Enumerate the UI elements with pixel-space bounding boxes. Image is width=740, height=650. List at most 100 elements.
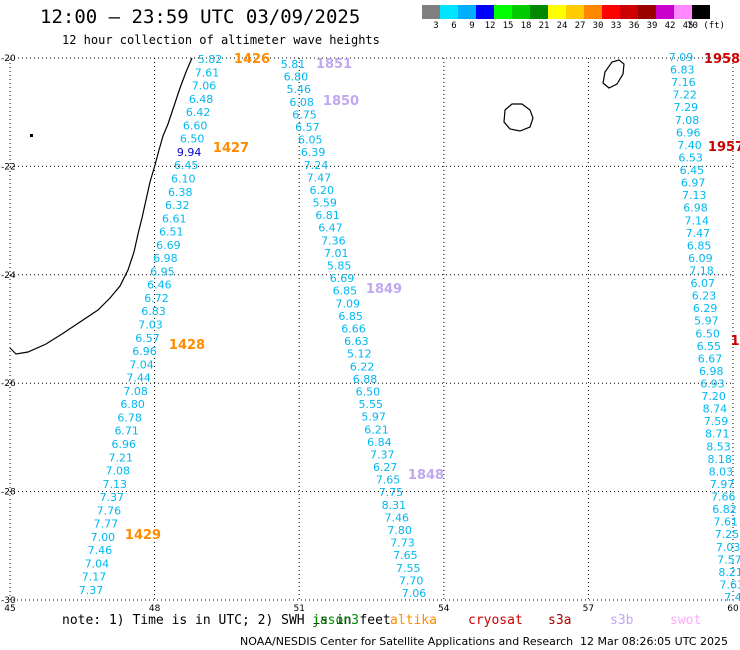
wave-height-value: 8.31	[382, 499, 407, 512]
wave-height-value: 6.67	[698, 352, 723, 365]
color-scale	[422, 5, 710, 19]
pass-number-label: 1958	[704, 52, 740, 67]
pass-number-label: 1427	[213, 141, 249, 156]
wave-height-value: 6.60	[183, 119, 208, 132]
wave-height-value: 7.22	[672, 89, 697, 102]
wave-height-value: 6.05	[298, 134, 323, 147]
wave-height-value: 7.40	[677, 139, 702, 152]
wave-height-value: 5.85	[327, 260, 352, 273]
wave-height-value: 7.09	[335, 297, 360, 310]
wave-height-value: 7.06	[192, 80, 217, 93]
wave-height-value: 6.83	[670, 64, 695, 77]
color-swatch	[494, 5, 512, 19]
coastlines	[9, 57, 625, 355]
wave-height-value: 7.00	[91, 531, 116, 544]
wave-height-value: 7.29	[674, 101, 699, 114]
wave-height-value: 6.50	[180, 133, 205, 146]
wave-height-value: 7.13	[682, 189, 707, 202]
wave-height-value: 7.04	[129, 358, 154, 371]
wave-height-value: 6.08	[289, 96, 314, 109]
wave-height-value: 6.27	[373, 461, 398, 474]
wave-height-value: 8.71	[705, 428, 730, 441]
wave-height-value: 6.96	[132, 345, 157, 358]
wave-height-value: 6.10	[171, 172, 196, 185]
wave-height-value: 7.13	[103, 478, 128, 491]
wave-height-value: 6.50	[695, 327, 720, 340]
wave-height-value: 7.70	[399, 574, 424, 587]
wave-height-value: 7.01	[324, 247, 349, 260]
lat-tick-label: -26	[1, 379, 16, 389]
timestamp-text: 12 Mar 08:26:05 UTC 2025	[580, 635, 728, 648]
wave-height-value: 7.57	[717, 553, 740, 566]
madagascar-coastline	[9, 57, 193, 355]
wave-height-value: 6.21	[364, 423, 389, 436]
wave-height-value: 5.12	[347, 348, 372, 361]
wave-height-value: 6.72	[144, 292, 169, 305]
wave-height-value: 8.03	[709, 465, 734, 478]
wave-height-value: 6.80	[284, 71, 309, 84]
wave-height-value: 6.96	[111, 438, 136, 451]
wave-height-value: 6.38	[168, 186, 193, 199]
satellite-legend-jason3: jason3	[312, 613, 359, 628]
color-scale-label: 33	[610, 21, 622, 31]
wave-height-value: 7.37	[370, 448, 395, 461]
wave-height-value: 5.46	[287, 83, 312, 96]
pass-number-label: 1	[730, 334, 739, 349]
wave-height-value: 6.95	[150, 265, 175, 278]
mauritius-coastline	[602, 59, 625, 89]
wave-height-value: 5.59	[312, 197, 337, 210]
pass-labels: 1426 1427 1428 1429 1851 1850 1849 1848 1958 1957…	[125, 52, 740, 543]
pass-number-label: 1429	[125, 528, 161, 543]
color-scale-label: 3	[433, 21, 439, 31]
wave-height-value: 6.88	[353, 373, 378, 386]
color-swatch	[602, 5, 620, 19]
wave-height-value: 6.98	[153, 252, 178, 265]
wave-height-value: 6.97	[681, 177, 706, 190]
color-swatch	[548, 5, 566, 19]
wave-height-value: 7.97	[710, 478, 735, 491]
wave-height-value: 6.20	[310, 184, 335, 197]
wave-height-value: 6.51	[159, 226, 184, 239]
wave-height-value: 6.96	[676, 126, 701, 139]
wave-height-value: 6.98	[683, 202, 708, 215]
wave-height-value: 7.66	[711, 491, 736, 504]
wave-height-value: 7.14	[684, 214, 709, 227]
color-swatch	[512, 5, 530, 19]
pass-number-label: 1850	[323, 94, 359, 109]
wave-height-value: 6.66	[341, 323, 366, 336]
color-scale-label: 9	[469, 21, 475, 31]
wave-height-value: 7.55	[396, 562, 421, 575]
color-scale-label: 42	[664, 21, 676, 31]
wave-height-value: 6.23	[692, 290, 717, 303]
wave-height-value: 6.57	[135, 332, 160, 345]
wave-height-value: 7.44	[126, 372, 151, 385]
map-frame	[9, 57, 734, 601]
color-swatch	[566, 5, 584, 19]
pass-number-label: 1428	[169, 338, 205, 353]
wave-height-value: 7.63	[720, 578, 740, 591]
satellite-legend-s3b: s3b	[610, 613, 634, 628]
color-scale-label: 36	[628, 21, 640, 31]
lat-tick-label: -20	[1, 54, 16, 64]
wave-height-value: 5.82	[198, 53, 223, 66]
color-scale-label: 39	[646, 21, 658, 31]
page-title: 12:00 — 23:59 UTC 03/09/2025	[40, 6, 361, 28]
wave-height-value: 8.21	[718, 566, 740, 579]
wave-height-value: 7.17	[82, 571, 107, 584]
color-swatch	[692, 5, 710, 19]
wave-height-value: 7.21	[109, 451, 134, 464]
wave-height-value: 6.42	[186, 106, 211, 119]
pass-number-label: 1849	[366, 282, 402, 297]
reunion-coastline	[503, 103, 534, 132]
lat-tick-label: -24	[1, 271, 16, 281]
wave-height-value: 7.09	[669, 51, 694, 64]
wave-height-value: 6.85	[333, 285, 358, 298]
wave-height-value: 6.57	[295, 121, 320, 134]
wave-height-value: 6.22	[350, 360, 375, 373]
map-grid	[9, 57, 734, 601]
wave-height-value: 7.03	[716, 541, 740, 554]
wave-height-value: 6.80	[120, 398, 145, 411]
wave-height-value: 6.45	[680, 164, 705, 177]
wave-height-value: 6.82	[712, 503, 737, 516]
wave-height-value: 7.73	[390, 537, 415, 550]
